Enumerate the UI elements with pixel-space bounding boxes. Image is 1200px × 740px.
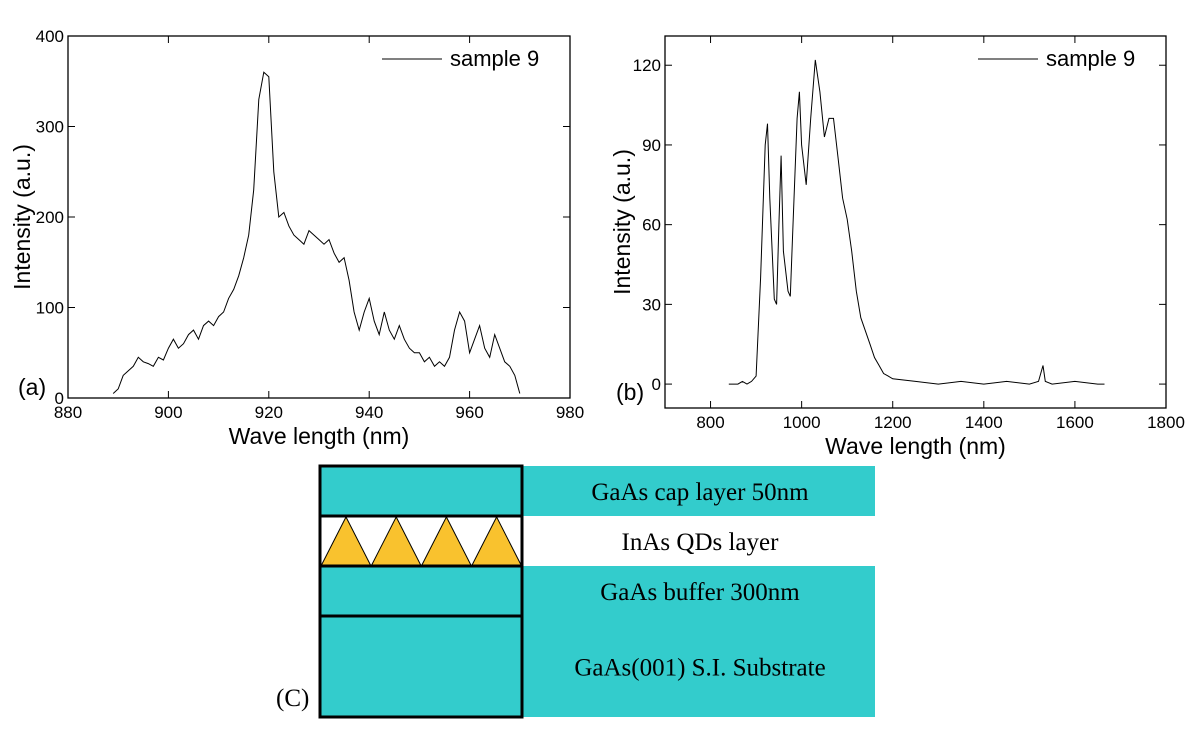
layer-cell: [320, 616, 522, 717]
y-tick-label: 90: [642, 136, 661, 155]
quantum-dot: [320, 515, 372, 567]
x-tick-label: 1200: [874, 413, 912, 432]
x-tick-label: 800: [696, 413, 724, 432]
y-tick-label: 60: [642, 216, 661, 235]
x-axis-label: Wave length (nm): [229, 423, 410, 449]
y-tick-label: 0: [55, 389, 64, 408]
legend-label: sample 9: [450, 46, 539, 71]
panel-label: (a): [18, 374, 46, 400]
y-axis-label: Intensity (a.u.): [609, 149, 635, 295]
x-tick-label: 1800: [1147, 413, 1185, 432]
layer-diagram: GaAs cap layer 50nm InAs QDs layer GaAs bu…: [276, 464, 875, 719]
x-tick-label: 880: [54, 403, 82, 422]
x-tick-label: 1600: [1056, 413, 1094, 432]
x-tick-label: 920: [255, 403, 283, 422]
y-tick-label: 400: [36, 27, 64, 46]
quantum-dot: [420, 515, 473, 567]
y-tick-label: 300: [36, 118, 64, 137]
layer-label: GaAs(001) S.I. Substrate: [574, 655, 825, 682]
layer-band: [522, 466, 875, 516]
legend-label: sample 9: [1046, 46, 1135, 71]
layer-cell: [320, 566, 522, 616]
x-tick-label: 940: [355, 403, 383, 422]
y-tick-label: 0: [652, 375, 661, 394]
y-axis-label: Intensity (a.u.): [9, 144, 35, 290]
quantum-dot: [370, 515, 423, 567]
data-line: [112, 71, 521, 394]
layer-label: GaAs cap layer 50nm: [591, 479, 809, 506]
panel-label: (C): [276, 685, 309, 712]
data-line: [728, 59, 1105, 385]
layer-cell: [320, 466, 522, 516]
y-tick-label: 30: [642, 295, 661, 314]
structure-outline: [318, 464, 524, 719]
x-tick-label: 960: [455, 403, 483, 422]
y-tick-label: 100: [36, 299, 64, 318]
layer-band: [522, 616, 875, 717]
y-tick-label: 120: [633, 56, 661, 75]
x-tick-label: 900: [154, 403, 182, 422]
plot-frame: [664, 35, 1167, 409]
layer-label: GaAs buffer 300nm: [600, 579, 800, 606]
x-tick-label: 980: [556, 403, 584, 422]
layer-band: [522, 566, 875, 616]
quantum-dot: [470, 515, 523, 567]
panel-label: (b): [616, 379, 644, 405]
layer-label: InAs QDs layer: [622, 529, 780, 556]
plot-frame: [67, 35, 571, 399]
y-tick-label: 200: [36, 208, 64, 227]
x-axis-label: Wave length (nm): [825, 433, 1006, 459]
x-tick-label: 1400: [965, 413, 1003, 432]
x-tick-label: 1000: [783, 413, 821, 432]
